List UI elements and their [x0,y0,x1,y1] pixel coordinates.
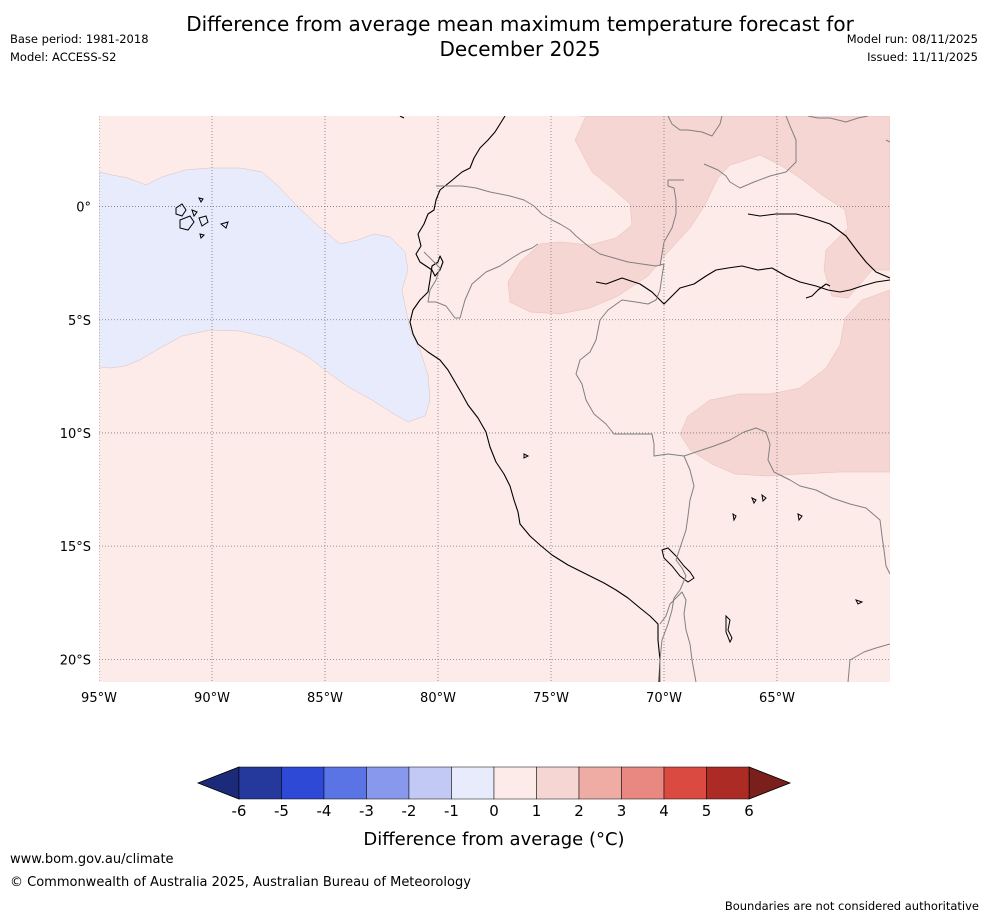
border-bolivia-paraguay-argentina [847,643,890,682]
shade-minus1-to-0-pacific [99,167,431,423]
border-venezuela-brazil [703,116,797,189]
amazon-river-north [747,213,890,279]
longitude-tick-label: 75°W [533,691,569,706]
border-french-guiana [885,139,890,143]
coastline-pacific-south-america [409,116,661,682]
country-borders [423,116,890,682]
longitude-tick-label: 85°W [307,691,343,706]
colorbar-segment [578,766,622,800]
colorbar-tick-label: -6 [232,802,247,820]
colorbar: -6 -5 -4 -3 -2 -1 0 1 2 3 4 5 6 [196,766,792,820]
footer-url[interactable]: www.bom.gov.au/climate [10,852,174,867]
longitude-tick-label: 95°W [81,691,117,706]
run-info: Model run: 08/11/2025 Issued: 11/11/2025 [847,30,978,66]
colorbar-title: Difference from average (°C) [363,829,624,850]
title-line-2: December 2025 [439,37,601,61]
colorbar-segment [366,766,410,800]
longitude-tick-label: 70°W [646,691,682,706]
border-peru-brazil [575,263,695,682]
longitude-tick-label: 65°W [759,691,795,706]
colorbar-under-arrow [196,766,240,800]
latitude-tick-label: 15°S [60,540,91,555]
colorbar-tick-label: -1 [444,802,459,820]
title-line-1: Difference from average mean maximum tem… [186,12,854,36]
chart-title: Difference from average mean maximum tem… [160,12,880,62]
longitude-tick-label: 90°W [194,691,230,706]
latitude-tick-label: 0° [76,201,91,216]
border-colombia-venezuela-brazil [667,116,723,137]
base-period: Base period: 1981-2018 [10,32,149,46]
colorbar-tick-label: -3 [359,802,374,820]
colorbar-tick-label: 5 [702,802,712,820]
colorbar-segment [621,766,665,800]
colorbar-segment [238,766,282,800]
longitude-tick-labels: 95°W 90°W 85°W 80°W 75°W 70°W 65°W [81,691,795,706]
colorbar-segment [451,766,495,800]
colorbar-segment [493,766,537,800]
footer-disclaimer: Boundaries are not considered authoritat… [724,899,979,913]
latitude-tick-label: 5°S [68,314,91,329]
colorbar-tick-label: 0 [489,802,499,820]
colorbar-tick-label: 2 [574,802,584,820]
border-colombia-brazil-east [659,179,684,267]
latitude-tick-labels: 0° 5°S 10°S 15°S 20°S [60,201,91,669]
colorbar-segment [536,766,580,800]
shade-1-to-2-south [679,289,890,477]
colorbar-tick-label: -5 [274,802,289,820]
border-colombia-ecuador-peru [436,185,665,267]
colorbar-segment [663,766,707,800]
issued-date: Issued: 11/11/2025 [867,50,978,64]
model-run-date: Model run: 08/11/2025 [846,32,978,46]
border-brazil-guyana [807,116,869,123]
colorbar-tick-label: -4 [317,802,332,820]
map-frame [99,116,890,682]
amazon-tributary-east [805,283,831,299]
colorbar-tick-label: 6 [744,802,754,820]
shade-1-to-2-north [507,116,890,315]
colorbar-tick-label: 3 [617,802,627,820]
coastline-caribbean [399,116,405,119]
amazon-river-main [595,265,890,305]
lakes [523,453,864,644]
coastlines [399,116,890,682]
border-bolivia-chile [659,591,697,682]
border-ecuador-peru [423,243,539,319]
graticule-lines [99,116,890,682]
colorbar-tick-label: 4 [659,802,669,820]
model-name: Model: ACCESS-S2 [10,50,117,64]
latitude-tick-label: 20°S [60,653,91,668]
model-info: Base period: 1981-2018 Model: ACCESS-S2 [10,30,149,66]
colorbar-segment [706,766,750,800]
galapagos-islands [175,197,229,239]
footer-copyright: © Commonwealth of Australia 2025, Austra… [10,875,471,890]
colorbar-over-arrow [748,766,792,800]
colorbar-segment [323,766,367,800]
colorbar-tick-label: -2 [402,802,417,820]
colorbar-segment [408,766,452,800]
colorbar-tick-label: 1 [532,802,542,820]
border-brazil-bolivia [683,427,890,575]
latitude-tick-label: 10°S [60,427,91,442]
longitude-tick-label: 80°W [420,691,456,706]
colorbar-segment [281,766,325,800]
